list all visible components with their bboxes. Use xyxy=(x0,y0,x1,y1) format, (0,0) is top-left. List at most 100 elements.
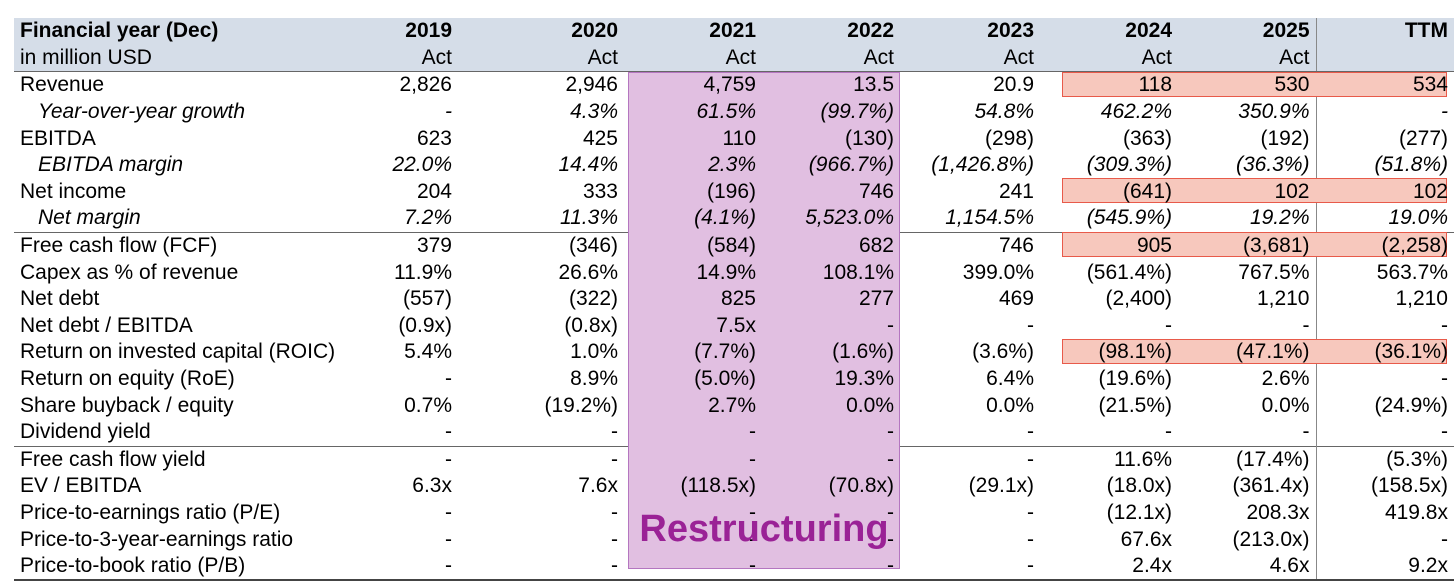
row-label: Dividend yield xyxy=(20,420,151,444)
year-2021: 2021 xyxy=(624,18,762,45)
table-cell: 1,210 xyxy=(1315,285,1454,313)
table-cell: - xyxy=(1302,420,1310,444)
table-row: Net income 204 333 (196) 746 241 (641) 102 102 xyxy=(14,178,1454,206)
table-cell: - xyxy=(900,445,1040,474)
table-row: Revenue 2,826 2,946 4,759 13.5 20.9 118 530 534 xyxy=(14,71,1454,99)
table-cell: (118.5x) xyxy=(680,474,756,498)
table-cell: 0.0% xyxy=(986,393,1034,417)
table-cell: - xyxy=(1027,313,1034,337)
table-cell: (557) xyxy=(402,287,452,311)
table-cell: - xyxy=(749,500,756,524)
table-cell: 0.0% xyxy=(1261,393,1310,417)
table-cell: (3,681) xyxy=(1178,231,1316,260)
table-cell: - xyxy=(900,552,1040,582)
table-cell: 7.5x xyxy=(716,313,756,337)
table-cell: (130) xyxy=(844,126,894,150)
table-cell: - xyxy=(374,552,458,582)
table-cell: 2,946 xyxy=(565,73,618,97)
row-label: Price-to-earnings ratio (P/E) xyxy=(20,500,281,524)
table-cell: (361.4x) xyxy=(1232,474,1310,498)
table-cell: 118 xyxy=(1138,73,1172,97)
table-cell: 5,523.0% xyxy=(805,206,894,230)
table-cell: - xyxy=(445,500,452,524)
table-cell: 108.1% xyxy=(822,260,894,284)
table-cell: - xyxy=(1315,98,1454,126)
table-cell: 350.9% xyxy=(1238,100,1310,124)
table-cell: (309.3%) xyxy=(1086,153,1172,177)
type-2023: Act xyxy=(900,44,1040,73)
year-2024: 2024 xyxy=(1040,18,1178,45)
table-cell: 1.0% xyxy=(570,340,618,364)
type-2022: Act xyxy=(762,44,900,73)
table-cell: 14.4% xyxy=(558,153,618,177)
table-cell: - xyxy=(1315,418,1454,446)
table-cell: 825 xyxy=(720,287,756,311)
table-cell: (51.8%) xyxy=(1315,151,1454,179)
row-label: Revenue xyxy=(20,73,105,97)
table-cell: (196) xyxy=(706,179,756,203)
row-label: EBITDA margin xyxy=(38,153,184,177)
table-cell: - xyxy=(887,420,894,444)
table-cell: 4.6x xyxy=(1178,552,1316,582)
table-cell: 379 xyxy=(374,231,458,260)
table-cell: - xyxy=(1027,420,1034,444)
table-cell: (5.3%) xyxy=(1315,445,1454,474)
table-cell: 399.0% xyxy=(962,260,1034,284)
table-cell: 6.3x xyxy=(412,474,452,498)
table-cell: (19.2%) xyxy=(544,393,618,417)
row-label: Free cash flow (FCF) xyxy=(14,231,374,260)
row-label: Year-over-year growth xyxy=(38,100,245,124)
row-label: Return on equity (RoE) xyxy=(20,367,235,391)
header-title: Financial year (Dec) xyxy=(14,18,374,45)
table-cell: 54.8% xyxy=(974,100,1034,124)
table-cell: (2,258) xyxy=(1315,231,1454,260)
table-cell: 26.6% xyxy=(558,260,618,284)
table-cell: 110 xyxy=(722,126,756,150)
table-cell: 19.0% xyxy=(1315,205,1454,233)
year-2023: 2023 xyxy=(900,18,1040,45)
table-cell: 469 xyxy=(998,287,1034,311)
table-cell: (966.7%) xyxy=(808,153,894,177)
row-label: Price-to-3-year-earnings ratio xyxy=(20,527,294,551)
table-cell: (0.9x) xyxy=(398,313,452,337)
table-cell: (19.6%) xyxy=(1098,367,1172,391)
restructuring-highlight-box xyxy=(628,72,900,569)
table-cell: 5.4% xyxy=(404,340,452,364)
table-row: Share buyback / equity 0.7% (19.2%) 2.7% 0.0… xyxy=(14,392,1454,419)
table-cell: (36.3%) xyxy=(1235,153,1310,177)
table-cell: 530 xyxy=(1274,73,1310,97)
table-cell: - xyxy=(1315,312,1454,340)
financial-table: Financial year (Dec) 2019 2020 2021 2022… xyxy=(14,18,1454,582)
year-ttm: TTM xyxy=(1315,18,1454,45)
table-cell: 208.3x xyxy=(1246,500,1310,524)
table-cell: - xyxy=(1027,500,1034,524)
table-cell: 14.9% xyxy=(696,260,756,284)
table-row: Net debt (557) (322) 825 277 469 (2,400) 1,210 1… xyxy=(14,285,1454,313)
table-cell: (70.8x) xyxy=(828,474,894,498)
row-label: EV / EBITDA xyxy=(20,474,142,498)
table-cell: 4,759 xyxy=(703,73,756,97)
table-cell: 241 xyxy=(998,179,1034,203)
table-cell: (363) xyxy=(1122,126,1172,150)
table-cell: 11.9% xyxy=(394,260,452,284)
table-row: Year-over-year growth - 4.3% 61.5% (99.7%) 54… xyxy=(14,98,1454,126)
table-row: Free cash flow yield - - - - -11.6% (17.4%) (5.… xyxy=(14,445,1454,474)
table-cell: 13.5 xyxy=(853,73,894,97)
table-row: Price-to-3-year-earnings ratio - - - - - 67.6x… xyxy=(14,526,1454,553)
table-cell: (4.1%) xyxy=(694,206,756,230)
table-cell: 204 xyxy=(416,179,452,203)
table-cell: 2,826 xyxy=(399,73,452,97)
year-2025: 2025 xyxy=(1178,18,1316,45)
row-label: Net margin xyxy=(38,206,141,230)
table-row: Price-to-book ratio (P/B) - - - - -2.4x 4.6x 9.… xyxy=(14,552,1454,582)
table-cell: 7.6x xyxy=(578,474,618,498)
table-cell: - xyxy=(1165,313,1172,337)
table-cell: - xyxy=(611,500,618,524)
table-cell: 6.4% xyxy=(986,367,1034,391)
table-cell: (158.5x) xyxy=(1315,473,1454,500)
table-cell: (18.0x) xyxy=(1106,474,1172,498)
table-cell: - xyxy=(624,445,762,474)
table-cell: 767.5% xyxy=(1238,260,1310,284)
year-2019: 2019 xyxy=(374,18,458,45)
